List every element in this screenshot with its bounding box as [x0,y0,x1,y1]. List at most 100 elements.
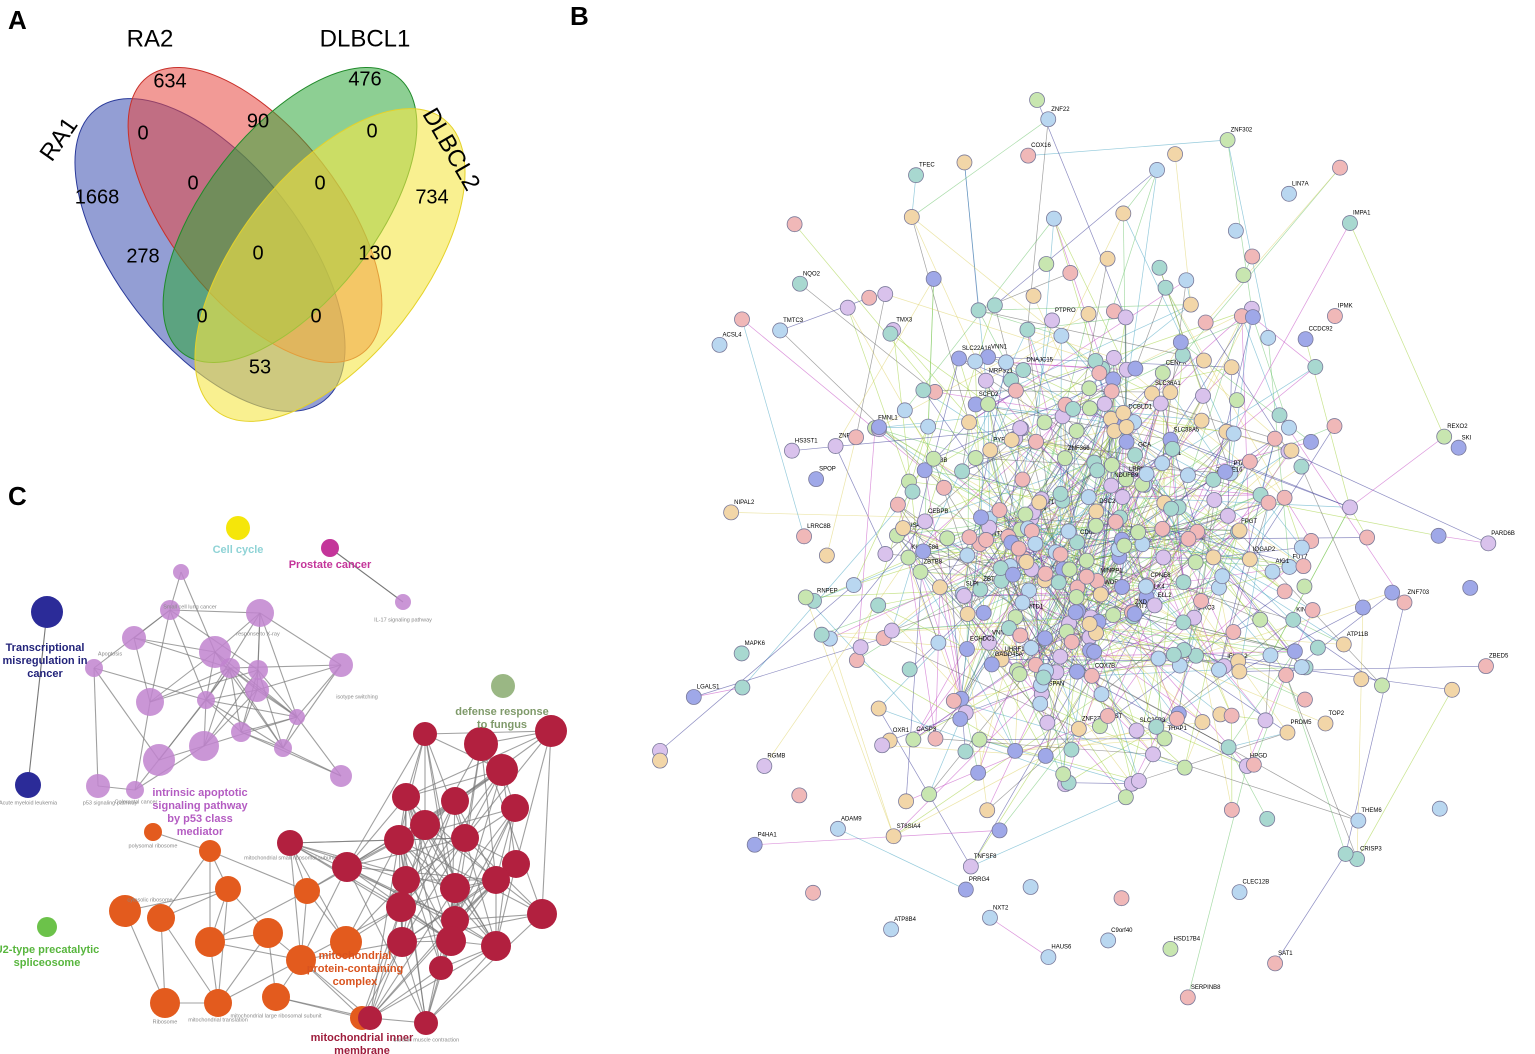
term-label: cytosolic ribosome [127,897,172,903]
edge [741,319,805,537]
protein-node [925,450,942,467]
protein-node [1444,681,1460,698]
cluster-label: spliceosome [14,957,81,969]
term-node [332,852,362,882]
edge [874,427,976,459]
term-node [414,1011,438,1035]
protein-node [1156,730,1173,747]
protein-node [1052,648,1069,665]
term-label: mitochondrial translation [188,1017,248,1023]
edge [369,945,497,1019]
protein-node [1337,846,1354,862]
protein-node [1266,430,1283,447]
protein-node [932,579,948,596]
protein-node [1195,352,1212,369]
protein-label: CENPK [1166,360,1187,366]
protein-node [797,589,814,606]
protein-node [957,743,974,760]
protein-node [967,353,984,370]
edge [1038,418,1112,503]
protein-node [1092,586,1109,603]
edge [398,839,442,969]
term-node [387,927,417,957]
protein-node [1180,530,1197,547]
edge [829,521,926,639]
protein-node [970,302,987,319]
protein-node [1303,434,1319,450]
edge [229,667,242,733]
edge [742,491,913,688]
protein-node [1061,561,1078,578]
protein-node [915,382,932,399]
edge [1178,507,1285,592]
edge [149,609,171,703]
protein-node [982,909,998,926]
protein-node [1117,309,1134,326]
protein-node [1259,810,1276,827]
edge [93,667,207,701]
protein-label: TFEC [919,163,935,169]
term-node [502,850,530,878]
protein-node [1080,489,1097,506]
protein-node [1154,364,1171,381]
protein-node [1114,579,1130,595]
edge [962,593,1020,675]
protein-node [925,271,942,287]
protein-node [1149,162,1165,178]
protein-node [1036,414,1053,431]
edge [902,462,1095,529]
protein-label: LRRC8B [807,524,831,530]
edge [464,837,497,947]
edge [1122,355,1184,498]
protein-node [1014,471,1031,488]
protein-node [796,528,812,545]
cluster-label: to fungus [477,719,527,731]
protein-node [1078,552,1095,569]
edge [240,731,342,777]
protein-label: HS3ST1 [795,438,818,444]
region-count: 0 [366,120,377,142]
protein-node [1037,565,1054,582]
term-node [122,626,146,650]
edge [922,360,1096,552]
protein-node [1021,582,1037,599]
protein-node [1162,940,1179,957]
protein-node [954,463,970,480]
protein-node [1164,441,1181,457]
protein-node [901,661,918,678]
term-label: Acute myeloid leukemia [0,800,58,806]
protein-node [877,286,894,302]
protein-node [959,547,976,564]
protein-node [1082,400,1098,417]
protein-label: ZBTB8 [923,559,942,565]
protein-node [1252,611,1269,628]
protein-label: NIPAL2 [734,500,755,506]
edge [1239,665,1486,672]
edge [1268,502,1439,537]
protein-node [1105,607,1122,623]
edge [1184,721,1203,768]
edge [1239,502,1269,672]
term-node [199,636,231,668]
protein-node [1162,384,1179,401]
edge [924,469,1061,495]
protein-node [1326,418,1343,434]
edge [169,609,261,614]
edge [1027,528,1102,695]
edge [1279,415,1405,603]
protein-node [1384,584,1401,601]
protein-node [1081,616,1098,632]
protein-node [1053,327,1070,344]
term-node [395,594,411,610]
edge [1071,730,1137,750]
protein-label: GADD45A [995,652,1023,658]
term-label: isotype switching [336,694,378,700]
protein-node [1069,663,1085,680]
term-node [215,876,241,902]
protein-node [1179,989,1196,1006]
edge [1438,535,1489,544]
protein-node [977,372,994,389]
edge [847,307,913,492]
protein-node [975,604,992,621]
edge [829,638,894,837]
